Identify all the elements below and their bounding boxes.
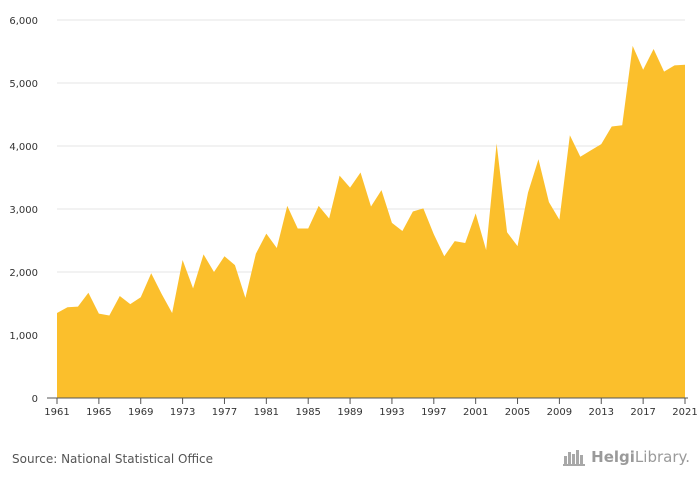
x-tick-label: 2009 — [547, 407, 572, 418]
chart-footer: Source: National Statistical Office Helg… — [0, 440, 700, 483]
x-tick-label: 1961 — [44, 407, 69, 418]
area-chart: 0 1,000 2,000 3,000 4,000 5,000 6,000 1961 1965… — [9, 16, 698, 418]
x-tick-label: 2013 — [589, 407, 614, 418]
y-axis: 0 1,000 2,000 3,000 4,000 5,000 6,000 — [9, 16, 38, 405]
x-tick-label: 1969 — [128, 407, 153, 418]
x-tick-label: 2021 — [672, 407, 697, 418]
source-text: Source: National Statistical Office — [12, 452, 214, 466]
x-tick-label: 1973 — [170, 407, 195, 418]
brand-logo: Helgi Library. — [563, 448, 690, 466]
y-tick-label: 1,000 — [9, 331, 38, 342]
brand-suffix: Library. — [634, 448, 690, 466]
series-area — [57, 45, 685, 398]
x-axis: 1961 1965 1969 1973 1977 1981 1985 1989 1993 1997… — [44, 397, 698, 418]
x-tick-label: 1997 — [421, 407, 446, 418]
y-tick-label: 4,000 — [9, 142, 38, 153]
y-tick-label: 5,000 — [9, 79, 38, 90]
y-tick-label: 2,000 — [9, 268, 38, 279]
x-tick-label: 1993 — [379, 407, 404, 418]
building-icon — [563, 450, 586, 466]
x-tick-label: 1981 — [254, 407, 279, 418]
x-tick-label: 2005 — [505, 407, 530, 418]
x-tick-label: 1985 — [295, 407, 320, 418]
x-tick-label: 2001 — [463, 407, 488, 418]
y-tick-label: 6,000 — [9, 16, 38, 27]
x-tick-label: 1989 — [337, 407, 362, 418]
x-tick-label: 2017 — [630, 407, 655, 418]
x-tick-label: 1977 — [212, 407, 237, 418]
y-tick-label: 3,000 — [9, 205, 38, 216]
y-tick-label: 0 — [32, 394, 38, 405]
brand-name: Helgi — [591, 448, 635, 466]
series-layer — [57, 45, 685, 398]
x-tick-label: 1965 — [86, 407, 111, 418]
